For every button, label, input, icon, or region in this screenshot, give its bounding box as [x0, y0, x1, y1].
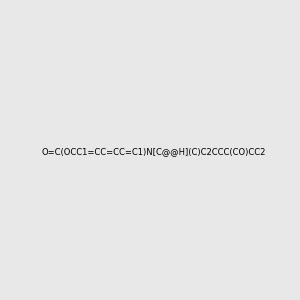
Text: O=C(OCC1=CC=CC=C1)N[C@@H](C)C2CCC(CO)CC2: O=C(OCC1=CC=CC=C1)N[C@@H](C)C2CCC(CO)CC2	[42, 147, 266, 156]
